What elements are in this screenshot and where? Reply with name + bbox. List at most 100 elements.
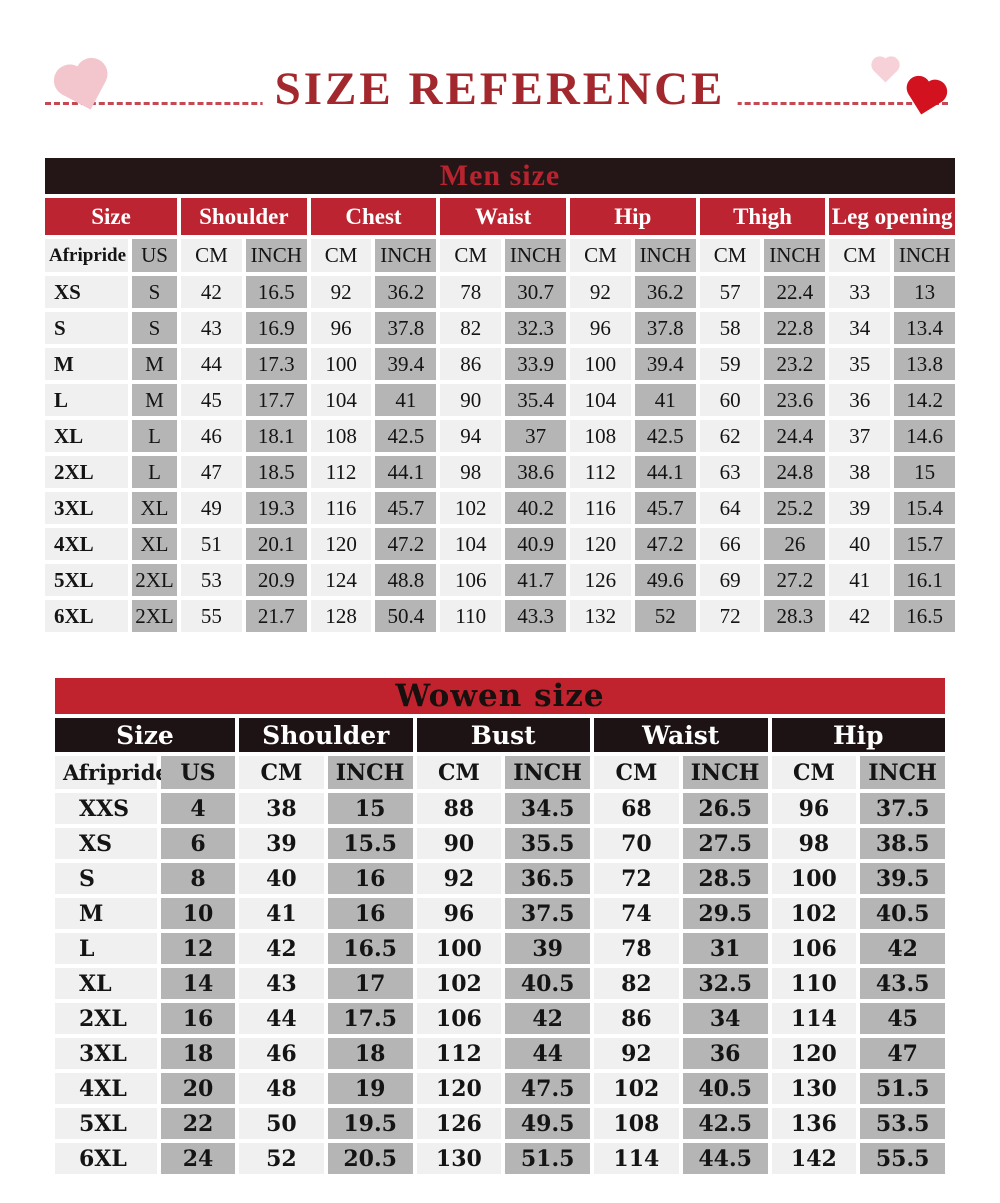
size-value-cell: 45 <box>181 384 242 416</box>
size-value-cell: 126 <box>416 1108 502 1139</box>
size-value-cell: 45.7 <box>375 492 437 524</box>
size-value-cell: 120 <box>771 1038 857 1069</box>
size-value-cell: 72 <box>699 600 761 632</box>
size-value-cell: 51.5 <box>505 1143 590 1174</box>
size-value-cell: 55 <box>181 600 242 632</box>
size-value-cell: 142 <box>771 1143 857 1174</box>
size-value-cell: 17.5 <box>327 1003 413 1034</box>
size-value-cell: 19.5 <box>327 1108 413 1139</box>
size-value-cell: 38 <box>829 456 891 488</box>
size-value-cell: 37.5 <box>505 898 590 929</box>
size-value-cell: 32.5 <box>682 968 768 999</box>
size-value-cell: 29.5 <box>682 898 768 929</box>
size-value-cell: 19 <box>327 1073 413 1104</box>
size-value-cell: 46 <box>239 1038 324 1069</box>
unit-header-cm: CM <box>416 756 502 789</box>
size-value-cell: 96 <box>569 312 631 344</box>
size-value-cell: 16.1 <box>894 564 955 596</box>
women-table-grid: Size Shoulder Bust Waist Hip Afripride US CM INC… <box>55 718 945 1174</box>
size-value-cell: 39.5 <box>860 863 945 894</box>
size-value-cell: 90 <box>416 828 502 859</box>
size-value-cell: 40.9 <box>505 528 566 560</box>
column-header-leg-opening: Leg opening <box>829 198 955 235</box>
size-row-label: S <box>45 312 128 344</box>
size-value-cell: 37.8 <box>375 312 437 344</box>
size-value-cell: 51 <box>181 528 242 560</box>
column-header-waist: Waist <box>440 198 566 235</box>
size-value-cell: 45.7 <box>634 492 696 524</box>
size-row-label: L <box>55 933 157 964</box>
size-row-label: XXS <box>55 793 157 824</box>
size-value-cell: 28.5 <box>682 863 768 894</box>
size-value-cell: 43 <box>181 312 242 344</box>
size-value-cell: 27.5 <box>682 828 768 859</box>
size-value-cell: 130 <box>416 1143 502 1174</box>
size-value-cell: 106 <box>440 564 502 596</box>
size-value-cell: 22 <box>161 1108 235 1139</box>
size-row-label: 3XL <box>55 1038 157 1069</box>
unit-header-cm: CM <box>181 239 242 272</box>
size-row-label: 2XL <box>55 1003 157 1034</box>
size-row-label: 4XL <box>55 1073 157 1104</box>
size-value-cell: 43 <box>239 968 324 999</box>
size-value-cell: 100 <box>771 863 857 894</box>
size-value-cell: 24 <box>161 1143 235 1174</box>
size-value-cell: 68 <box>594 793 679 824</box>
size-value-cell: 104 <box>569 384 631 416</box>
size-value-cell: 44 <box>239 1003 324 1034</box>
size-value-cell: 63 <box>699 456 761 488</box>
size-value-cell: S <box>132 312 177 344</box>
size-value-cell: 22.4 <box>764 276 826 308</box>
size-value-cell: 72 <box>594 863 679 894</box>
unit-header-inch: INCH <box>375 239 437 272</box>
size-value-cell: 16.9 <box>245 312 307 344</box>
size-value-cell: 102 <box>771 898 857 929</box>
size-value-cell: 100 <box>569 348 631 380</box>
size-value-cell: 2XL <box>132 600 177 632</box>
size-value-cell: 50.4 <box>375 600 437 632</box>
size-value-cell: 16 <box>327 863 413 894</box>
size-value-cell: 46 <box>181 420 242 452</box>
size-value-cell: 37 <box>829 420 891 452</box>
unit-header-us: US <box>132 239 177 272</box>
size-value-cell: 36.2 <box>634 276 696 308</box>
size-value-cell: 74 <box>594 898 679 929</box>
size-value-cell: 36 <box>682 1038 768 1069</box>
unit-header-cm: CM <box>440 239 502 272</box>
unit-header-cm: CM <box>829 239 891 272</box>
size-value-cell: 112 <box>310 456 372 488</box>
size-value-cell: 120 <box>310 528 372 560</box>
size-value-cell: XL <box>132 492 177 524</box>
size-value-cell: 116 <box>310 492 372 524</box>
unit-header-inch: INCH <box>682 756 768 789</box>
size-value-cell: 60 <box>699 384 761 416</box>
size-value-cell: 15 <box>327 793 413 824</box>
size-value-cell: 100 <box>310 348 372 380</box>
unit-header-cm: CM <box>771 756 857 789</box>
size-value-cell: 69 <box>699 564 761 596</box>
size-value-cell: 4 <box>161 793 235 824</box>
size-value-cell: 100 <box>416 933 502 964</box>
size-value-cell: 39 <box>505 933 590 964</box>
size-value-cell: 52 <box>634 600 696 632</box>
size-value-cell: 124 <box>310 564 372 596</box>
size-value-cell: 42.5 <box>375 420 437 452</box>
column-header-hip: Hip <box>569 198 696 235</box>
size-value-cell: 47.2 <box>634 528 696 560</box>
size-value-cell: 66 <box>699 528 761 560</box>
size-value-cell: 132 <box>569 600 631 632</box>
size-value-cell: 6 <box>161 828 235 859</box>
column-header-shoulder: Shoulder <box>181 198 307 235</box>
size-value-cell: 18 <box>327 1038 413 1069</box>
unit-header-inch: INCH <box>505 239 566 272</box>
size-value-cell: 15.7 <box>894 528 955 560</box>
size-value-cell: 24.8 <box>764 456 826 488</box>
size-value-cell: 96 <box>771 793 857 824</box>
size-value-cell: 120 <box>569 528 631 560</box>
size-value-cell: 32.3 <box>505 312 566 344</box>
size-value-cell: 106 <box>416 1003 502 1034</box>
size-row-label: M <box>55 898 157 929</box>
size-value-cell: M <box>132 384 177 416</box>
size-value-cell: M <box>132 348 177 380</box>
size-value-cell: 41 <box>829 564 891 596</box>
